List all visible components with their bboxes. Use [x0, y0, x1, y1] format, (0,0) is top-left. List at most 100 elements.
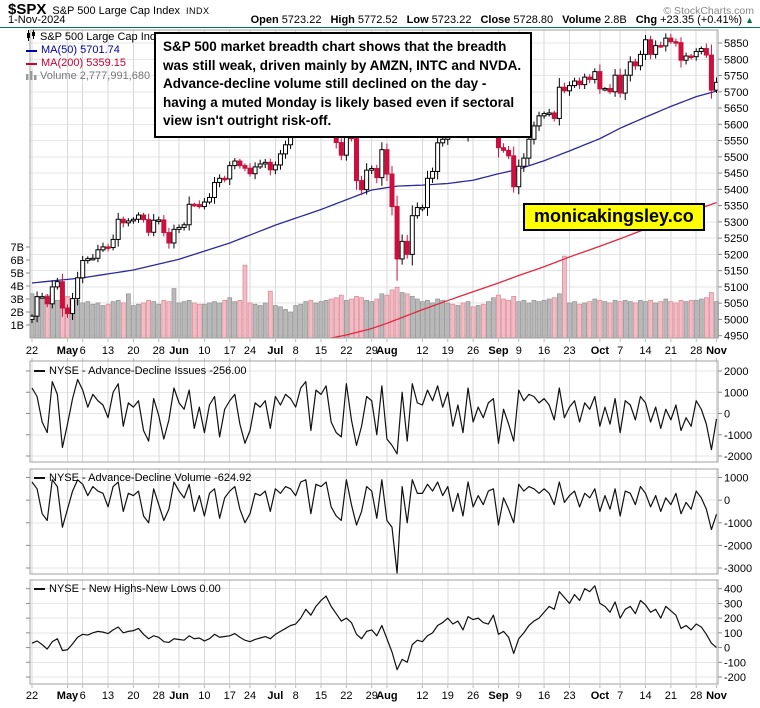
svg-text:0: 0: [724, 495, 730, 507]
svg-text:Aug: Aug: [376, 690, 397, 702]
svg-text:5400: 5400: [724, 184, 748, 196]
svg-text:5350: 5350: [724, 201, 748, 213]
svg-text:21: 21: [665, 345, 677, 357]
ad-volume-label: NYSE - Advance-Decline Volume: [49, 471, 212, 484]
svg-text:2B: 2B: [11, 307, 24, 319]
svg-text:-2000: -2000: [724, 540, 752, 552]
svg-text:28: 28: [690, 345, 702, 357]
svg-text:22: 22: [340, 690, 352, 702]
svg-text:5500: 5500: [724, 152, 748, 164]
ticker-exchange: INDX: [185, 6, 210, 16]
chart-header: $SPX S&P 500 Large Cap Index INDX © Stoc…: [0, 0, 760, 28]
svg-text:1000: 1000: [724, 387, 748, 399]
svg-text:13: 13: [102, 690, 114, 702]
svg-text:9: 9: [516, 690, 522, 702]
svg-text:28: 28: [153, 690, 165, 702]
svg-text:5050: 5050: [724, 298, 748, 310]
low-value: 5723.22: [431, 14, 472, 26]
ticker-symbol: $SPX: [8, 1, 47, 18]
nh-nl-legend: NYSE - New Highs-New Lows 0.00: [34, 582, 221, 595]
quote-row: Open 5723.22 High 5772.52 Low 5723.22 Close 572…: [251, 14, 754, 26]
legend-ma200-label: MA(200) 5359.15: [41, 57, 126, 69]
svg-text:24: 24: [244, 345, 256, 357]
svg-text:-200: -200: [724, 672, 746, 684]
svg-text:1000: 1000: [724, 473, 748, 485]
svg-text:6: 6: [80, 345, 86, 357]
svg-text:5000: 5000: [724, 314, 748, 326]
volume-bars-icon: [26, 70, 37, 84]
low-label: Low: [406, 14, 429, 26]
svg-text:5700: 5700: [724, 87, 748, 99]
chg-label: Chg: [635, 14, 658, 26]
svg-text:20: 20: [127, 690, 139, 702]
svg-text:5800: 5800: [724, 54, 748, 66]
svg-text:4B: 4B: [11, 281, 24, 293]
svg-text:2000: 2000: [724, 366, 748, 378]
nh-nl-value: 0.00: [199, 582, 221, 595]
svg-text:24: 24: [244, 690, 256, 702]
svg-text:20: 20: [127, 345, 139, 357]
svg-text:6: 6: [80, 690, 86, 702]
svg-text:26: 26: [467, 690, 479, 702]
svg-text:100: 100: [724, 628, 742, 640]
svg-text:Sep: Sep: [488, 690, 508, 702]
svg-text:7: 7: [617, 690, 623, 702]
svg-text:5250: 5250: [724, 233, 748, 245]
svg-text:29: 29: [366, 690, 378, 702]
svg-text:28: 28: [690, 690, 702, 702]
svg-text:Jun: Jun: [169, 690, 189, 702]
svg-text:400: 400: [724, 584, 742, 596]
svg-text:5300: 5300: [724, 217, 748, 229]
close-value: 5728.80: [513, 14, 554, 26]
svg-text:17: 17: [224, 345, 236, 357]
svg-text:15: 15: [315, 690, 327, 702]
svg-text:13: 13: [102, 345, 114, 357]
svg-text:-1000: -1000: [724, 430, 752, 442]
volume-value: 2.8B: [604, 14, 627, 26]
main-chart-legend: S&P 500 Large Cap Index MA(50) 5701.74 M…: [26, 30, 168, 84]
svg-text:-100: -100: [724, 657, 746, 669]
svg-text:200: 200: [724, 613, 742, 625]
up-arrow-icon: ▲: [745, 15, 754, 25]
ad-issues-legend: NYSE - Advance-Decline Issues -256.00: [34, 364, 247, 377]
svg-text:5100: 5100: [724, 282, 748, 294]
svg-text:14: 14: [639, 345, 651, 357]
ad-volume-value: -624.92: [214, 471, 252, 484]
svg-text:17: 17: [224, 690, 236, 702]
svg-text:12: 12: [416, 345, 428, 357]
open-value: 5723.22: [281, 14, 322, 26]
svg-text:Oct: Oct: [591, 345, 610, 357]
svg-text:5150: 5150: [724, 266, 748, 278]
line-icon: [34, 369, 45, 372]
svg-text:Jul: Jul: [267, 690, 283, 702]
volume-label: Volume: [562, 14, 602, 26]
svg-text:-3000: -3000: [724, 563, 752, 575]
svg-text:300: 300: [724, 598, 742, 610]
svg-text:5450: 5450: [724, 168, 748, 180]
svg-text:Jun: Jun: [169, 345, 189, 357]
legend-ma50-label: MA(50) 5701.74: [41, 44, 120, 56]
svg-text:21: 21: [665, 690, 677, 702]
svg-text:0: 0: [724, 643, 730, 655]
svg-text:4950: 4950: [724, 331, 748, 343]
svg-text:22: 22: [340, 345, 352, 357]
close-label: Close: [480, 14, 511, 26]
svg-text:16: 16: [538, 345, 550, 357]
ma200-line-icon: [26, 62, 37, 65]
svg-text:14: 14: [639, 690, 651, 702]
svg-text:5750: 5750: [724, 71, 748, 83]
svg-text:5650: 5650: [724, 103, 748, 115]
legend-ma50-row: MA(50) 5701.74: [26, 44, 168, 57]
svg-text:10: 10: [198, 690, 210, 702]
chg-value: +23.35 (+0.41%): [660, 14, 743, 26]
svg-text:5B: 5B: [11, 268, 24, 280]
candlestick-icon: [26, 30, 37, 45]
ad-issues-value: -256.00: [209, 364, 247, 377]
legend-price-row: S&P 500 Large Cap Index: [26, 30, 168, 45]
svg-text:May: May: [57, 345, 79, 357]
svg-text:8: 8: [293, 345, 299, 357]
svg-text:5550: 5550: [724, 136, 748, 148]
ad-volume-legend: NYSE - Advance-Decline Volume -624.92: [34, 471, 251, 484]
copyright-text: © StockCharts.com: [663, 5, 754, 17]
